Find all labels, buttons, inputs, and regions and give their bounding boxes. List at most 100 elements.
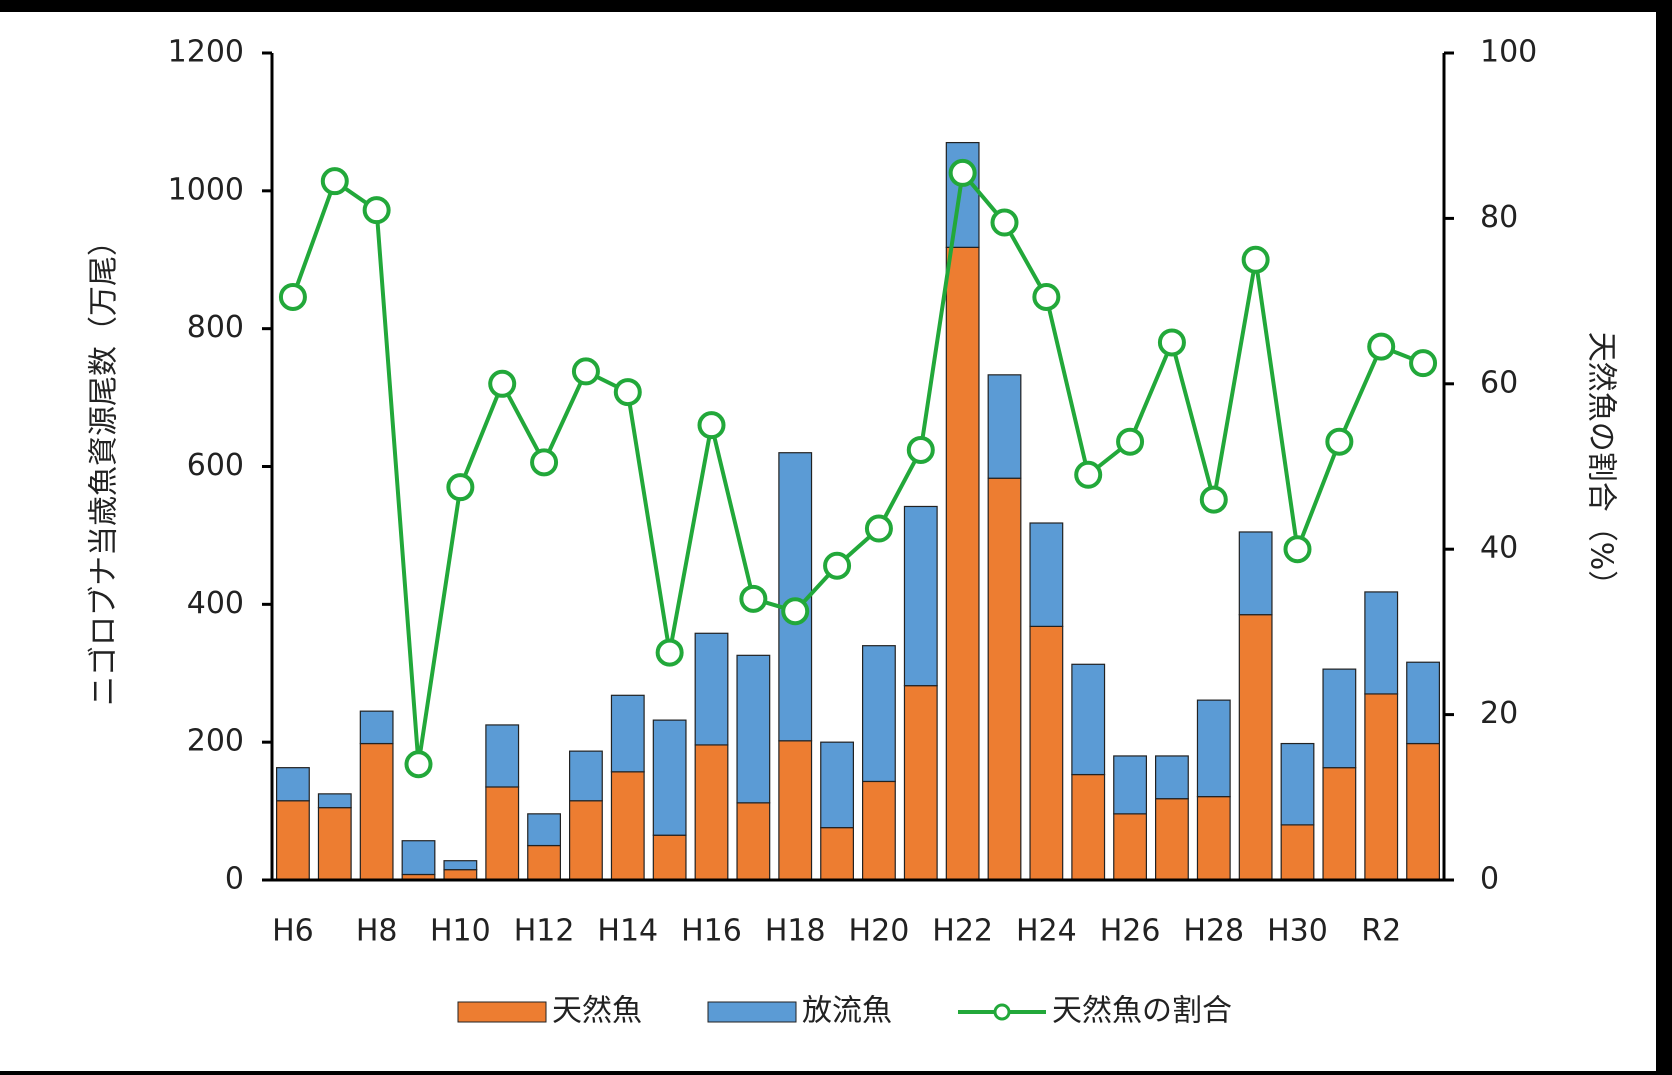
bar — [1406, 661, 1440, 745]
line-marker — [278, 282, 307, 311]
bar — [443, 860, 478, 871]
bar — [1364, 693, 1399, 881]
y-tick-label: 1200 — [168, 35, 244, 70]
bar — [862, 780, 896, 881]
bar — [820, 741, 854, 829]
bar — [1071, 663, 1106, 776]
bar — [778, 740, 813, 881]
line-marker — [1116, 427, 1145, 456]
bar — [527, 813, 561, 847]
bar — [610, 771, 645, 881]
bar — [862, 645, 896, 783]
y2-tick-label: 20 — [1480, 696, 1518, 731]
line-marker — [823, 551, 852, 580]
line-marker — [655, 638, 684, 667]
bar — [1406, 742, 1440, 881]
line-marker — [864, 514, 893, 543]
bar — [1029, 522, 1064, 627]
legend-label: 天然魚 — [552, 994, 642, 1029]
x-tick-label: H6 — [272, 914, 314, 949]
legend-swatch — [707, 1001, 797, 1023]
y-tick-label: 200 — [187, 724, 244, 759]
legend-label: 天然魚の割合 — [1052, 994, 1232, 1029]
line-marker — [1367, 332, 1396, 361]
bar — [276, 767, 310, 802]
legend-label: 放流魚 — [802, 994, 892, 1029]
bar — [903, 505, 938, 687]
bar — [1113, 755, 1147, 815]
y-tick-label: 400 — [187, 586, 244, 621]
bar — [652, 834, 687, 881]
bar — [1113, 813, 1147, 881]
line-marker — [571, 357, 600, 386]
bar — [1155, 755, 1189, 800]
y2-tick-label: 80 — [1480, 200, 1518, 235]
bar — [1196, 699, 1231, 798]
y2-axis-label: 天然魚の割合（%） — [1584, 332, 1619, 601]
x-tick-label: H18 — [765, 914, 826, 949]
bar — [359, 710, 394, 745]
legend-swatch — [993, 1003, 1011, 1021]
line-marker — [990, 208, 1019, 237]
line-marker — [362, 196, 391, 225]
y2-tick-label: 100 — [1480, 35, 1537, 70]
bar — [736, 654, 771, 804]
line-marker — [739, 584, 768, 613]
y2-tick-label: 60 — [1480, 365, 1518, 400]
y-tick-label: 0 — [225, 862, 244, 897]
bar — [317, 793, 352, 809]
bar — [569, 800, 603, 881]
bar — [945, 246, 980, 881]
x-tick-label: H28 — [1183, 914, 1244, 949]
x-tick-label: R2 — [1361, 914, 1401, 949]
bar — [903, 685, 938, 881]
bar — [820, 827, 854, 881]
line-marker — [948, 158, 977, 187]
line-marker — [1241, 245, 1270, 274]
bar — [1322, 668, 1357, 769]
bar — [569, 750, 603, 802]
bar — [694, 744, 729, 881]
line-marker — [1074, 460, 1103, 489]
line-marker — [906, 435, 935, 464]
bar — [1196, 796, 1231, 881]
line-marker — [446, 473, 475, 502]
bar — [1238, 531, 1273, 616]
line-marker — [1199, 485, 1228, 514]
y-tick-label: 600 — [187, 448, 244, 483]
bar — [527, 844, 561, 881]
x-tick-label: H8 — [356, 914, 398, 949]
line-marker — [320, 167, 349, 196]
line-marker — [1157, 328, 1186, 357]
background — [0, 12, 1656, 1071]
line-marker — [530, 448, 559, 477]
bar — [736, 802, 771, 881]
bar — [401, 840, 436, 876]
bar — [987, 477, 1022, 881]
bar — [1280, 742, 1315, 826]
bar — [1364, 591, 1399, 695]
bar — [276, 800, 310, 881]
line-marker — [1283, 535, 1312, 564]
line-marker — [1409, 349, 1438, 378]
line-marker — [1325, 427, 1354, 456]
line-marker — [1032, 282, 1061, 311]
bar — [1322, 767, 1357, 881]
x-tick-label: H20 — [849, 914, 910, 949]
x-tick-label: H26 — [1100, 914, 1161, 949]
y-tick-label: 1000 — [168, 172, 244, 207]
bar — [1280, 824, 1315, 881]
bar — [945, 141, 980, 248]
y-axis-label: ニゴロブナ当歳魚資源尾数（万尾） — [87, 226, 122, 706]
x-tick-label: H22 — [932, 914, 993, 949]
y2-tick-label: 0 — [1480, 862, 1499, 897]
x-tick-label: H14 — [597, 914, 658, 949]
x-tick-label: H30 — [1267, 914, 1328, 949]
bar — [359, 742, 394, 881]
bar — [1071, 773, 1106, 881]
legend-swatch — [457, 1001, 547, 1023]
bar — [652, 719, 687, 836]
bar — [443, 869, 478, 881]
bar — [485, 724, 520, 788]
